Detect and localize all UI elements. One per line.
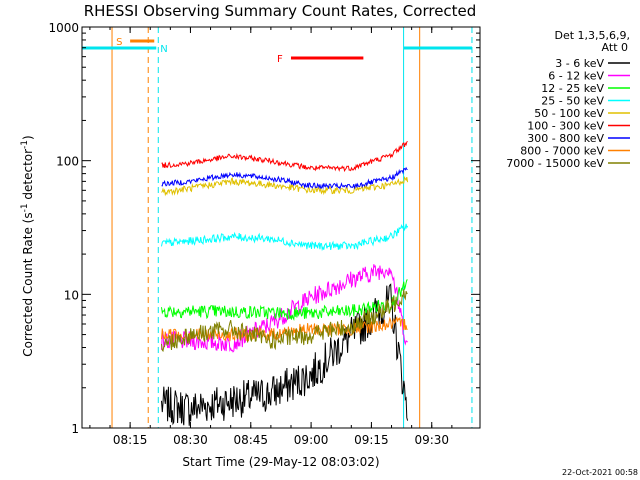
x-tick-label-2: 08:45 [233, 433, 268, 447]
y-tick-label-3: 1000 [48, 21, 79, 35]
series-line-8 [161, 289, 408, 353]
marker-label-1: N [160, 44, 167, 55]
series-line-3 [161, 223, 409, 252]
legend-label-5: 100 - 300 keV [527, 120, 604, 133]
legend-label-2: 12 - 25 keV [541, 82, 604, 95]
marker-label-0: S [116, 37, 122, 48]
series-line-5 [161, 141, 408, 173]
x-axis-label: Start Time (29-May-12 08:03:02) [182, 455, 379, 469]
y-tick-label-0: 1 [71, 422, 79, 436]
legend-label-6: 300 - 800 keV [527, 132, 604, 145]
series-line-1 [161, 264, 408, 353]
y-axis-label-sup1: -1 [20, 203, 30, 212]
footer-date: 22-Oct-2021 00:58 [562, 468, 638, 477]
plot-area: SNFN [82, 27, 473, 428]
series-line-4 [161, 176, 409, 197]
legend-label-0: 3 - 6 keV [555, 57, 604, 70]
y-axis-label-main: Corrected Count Rate (s [21, 212, 35, 356]
series-line-6 [161, 166, 408, 190]
y-axis-label: Corrected Count Rate (s-1 detector-1) [20, 135, 35, 356]
x-tick-label-1: 08:30 [173, 433, 208, 447]
plot-frame [81, 26, 481, 429]
x-tick-label-0: 08:15 [113, 433, 148, 447]
x-tick-label-5: 09:30 [414, 433, 449, 447]
legend-label-8: 7000 - 15000 keV [506, 157, 604, 170]
legend-header-line-2: Att 0 [602, 41, 628, 54]
x-tick-label-4: 09:15 [354, 433, 389, 447]
chart-title: RHESSI Observing Summary Count Rates, Co… [84, 2, 477, 20]
y-axis-label-end: ) [21, 135, 35, 140]
y-tick-label-1: 10 [64, 288, 79, 302]
y-tick-label-2: 100 [56, 155, 79, 169]
marker-label-2: F [277, 54, 283, 65]
legend-label-3: 25 - 50 keV [541, 95, 604, 108]
legend-header-line-1: Det 1,3,5,6,9, [554, 29, 630, 42]
axes: 08:15 08:30 08:45 09:00 09:15 09:30 1 10 100 1000 [48, 21, 480, 447]
series-line-2 [161, 279, 408, 322]
x-tick-label-3: 09:00 [294, 433, 329, 447]
legend-label-7: 800 - 7000 keV [520, 145, 604, 158]
legend-label-4: 50 - 100 keV [534, 107, 604, 120]
legend-label-1: 6 - 12 keV [548, 70, 604, 83]
y-axis-label-sup2: -1 [20, 140, 30, 149]
y-axis-label-mid: detector [21, 149, 35, 204]
